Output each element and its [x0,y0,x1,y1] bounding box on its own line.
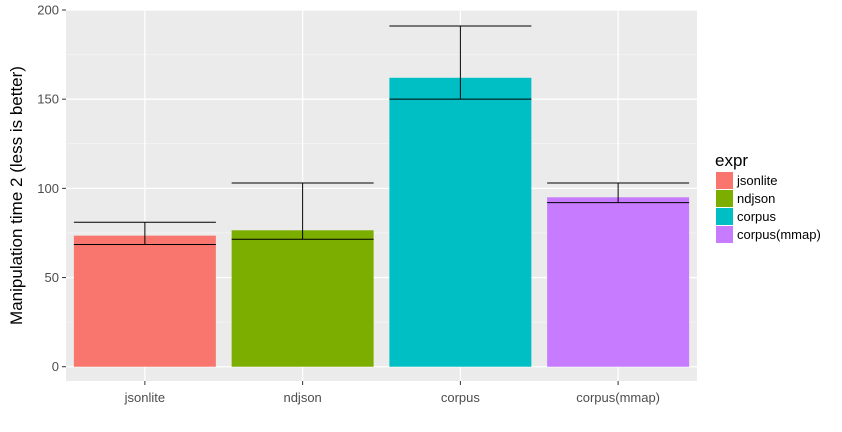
x-tick-label: corpus [441,390,481,405]
legend-swatch [716,190,733,207]
legend-label: corpus(mmap) [737,227,821,242]
legend-swatch [716,208,733,225]
x-tick-label: jsonlite [124,390,165,405]
legend-item-corpus: corpus [716,208,777,225]
bar-jsonlite [73,235,216,367]
y-tick-label: 50 [45,270,59,285]
legend-label: ndjson [737,191,775,206]
y-tick-label: 100 [37,181,59,196]
error-bar-corpus(mmap) [547,182,690,204]
legend-items: jsonlite ndjson corpus corpus(mmap) [716,172,821,243]
legend-title: expr [715,151,748,170]
bar-corpus [389,77,532,367]
x-tick-label: corpus(mmap) [576,390,660,405]
error-bars-layer [73,25,690,246]
legend-item-ndjson: ndjson [716,190,775,207]
bars-layer [73,77,690,367]
bar-corpus(mmap) [547,197,690,367]
y-axis-title: Manipulation time 2 (less is better) [7,66,26,325]
error-bar-jsonlite [73,221,216,246]
legend-item-jsonlite: jsonlite [716,172,777,189]
y-tick-label: 150 [37,92,59,107]
y-axis: 0 50 100 150 200 [37,3,66,374]
legend-item-corpus(mmap): corpus(mmap) [716,226,821,243]
x-axis: jsonlite ndjson corpus corpus(mmap) [124,381,660,405]
y-tick-label: 0 [52,359,59,374]
legend-swatch [716,226,733,243]
x-tick-label: ndjson [283,390,321,405]
bar-ndjson [231,230,374,367]
error-bar-ndjson [231,182,374,240]
y-tick-label: 200 [37,3,59,18]
legend-label: corpus [737,209,777,224]
legend-label: jsonlite [736,173,777,188]
legend: expr jsonlite ndjson corpus corpus(mmap) [715,151,821,243]
legend-swatch [716,172,733,189]
error-bar-corpus [389,25,532,100]
